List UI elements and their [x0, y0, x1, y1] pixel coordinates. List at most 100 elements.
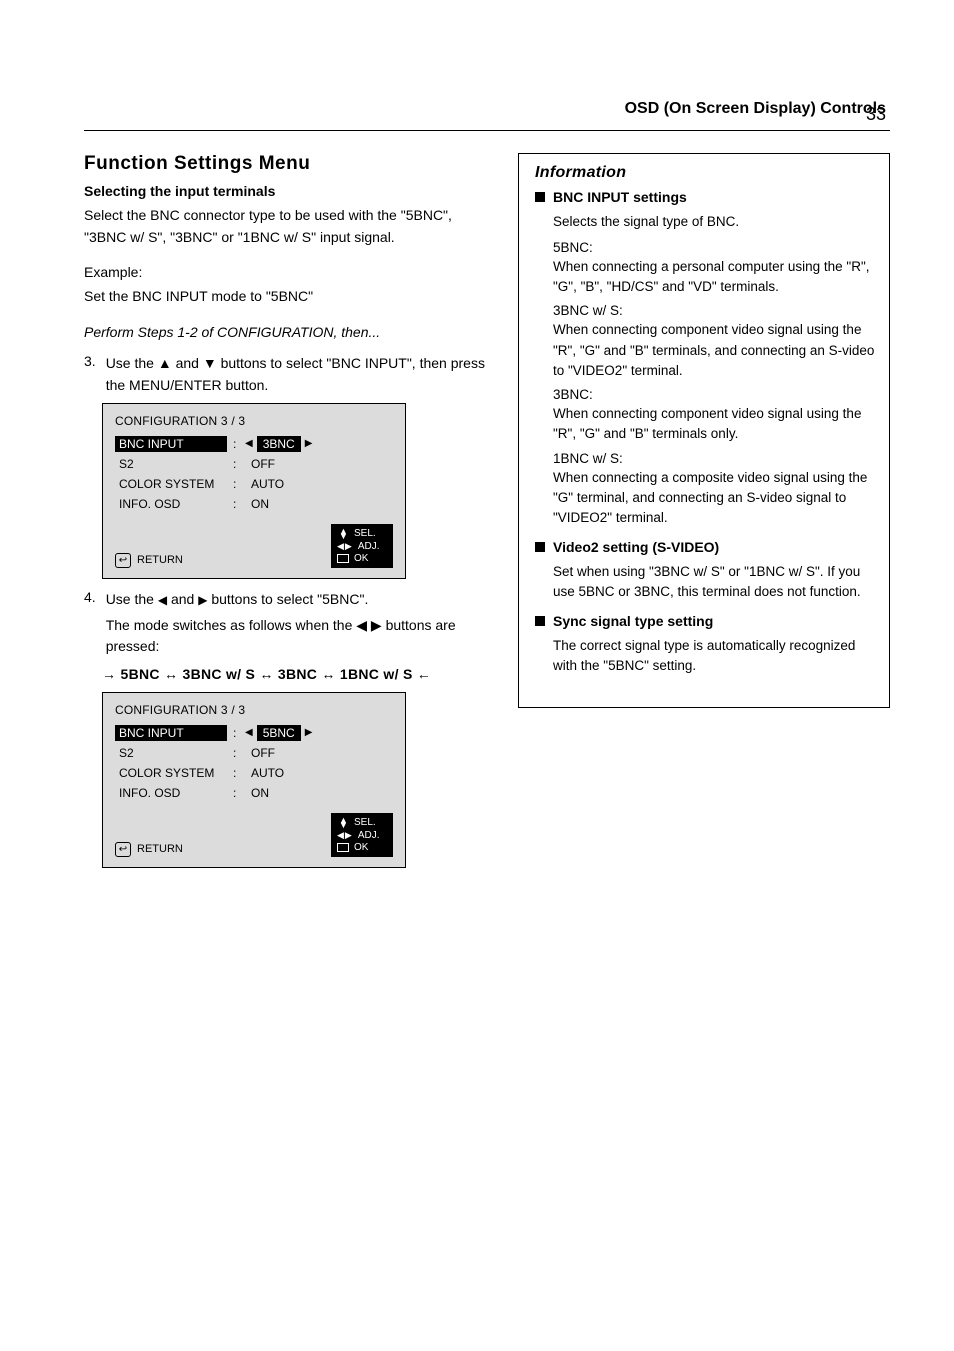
menu-value-color: AUTO	[245, 476, 290, 492]
info-sub-5bnc: 5BNC:	[553, 240, 875, 255]
info-head-1: BNC INPUT settings	[553, 188, 687, 208]
step-number: 3.	[84, 353, 96, 396]
step4-b: and	[167, 591, 198, 607]
info-body-3: The correct signal type is automatically…	[553, 636, 875, 677]
enter-icon	[337, 843, 349, 852]
info-head-2: Video2 setting (S-VIDEO)	[553, 538, 719, 558]
prestep-text: Perform Steps 1-2 of CONFIGURATION, then…	[84, 322, 496, 344]
page: 33 OSD (On Screen Display) Controls Func…	[0, 0, 954, 1351]
example-body: Set the BNC INPUT mode to "5BNC"	[84, 288, 313, 304]
info-subdesc-3bnc: When connecting component video signal u…	[553, 404, 875, 445]
triangle-right-icon: ▶	[305, 728, 313, 738]
info-subdesc-3bncs: When connecting component video signal u…	[553, 320, 875, 381]
info-sub-3bnc: 3BNC:	[553, 387, 875, 402]
menu-value-color: AUTO	[245, 765, 290, 781]
menu-title: CONFIGURATION 3 / 3	[115, 414, 393, 428]
hint-row-ok: OK	[337, 554, 387, 564]
example-label: Example:	[84, 262, 496, 284]
hint-row-adj: ◀▶ ADJ.	[337, 831, 387, 841]
triangle-left-icon: ◀	[245, 728, 253, 738]
menu-footer: ↩ RETURN ▲▼ SEL. ◀▶ ADJ.	[115, 813, 393, 857]
menu-row-s2: S2 : OFF	[115, 743, 393, 763]
info-item-1: BNC INPUT settings	[535, 188, 875, 208]
hint-adj: ADJ.	[358, 542, 380, 552]
menu-label-infoosd: INFO. OSD	[115, 785, 227, 801]
colon: :	[233, 786, 239, 800]
menu-footer: ↩ RETURN ▲▼ SEL. ◀▶ ADJ.	[115, 524, 393, 568]
step-4: 4. Use the ◀ and ▶ buttons to select "5B…	[84, 589, 496, 658]
info-subdesc-1bncs: When connecting a composite video signal…	[553, 468, 875, 529]
return-label: RETURN	[137, 843, 183, 855]
step-body: Use the ▲ and ▼ buttons to select "BNC I…	[106, 353, 496, 396]
page-number: 33	[866, 104, 886, 125]
two-column-layout: Function Settings Menu Selecting the inp…	[84, 153, 890, 874]
hint-sel: SEL.	[354, 818, 376, 828]
hint-ok: OK	[354, 554, 368, 564]
colon: :	[233, 766, 239, 780]
subsection-title: Selecting the input terminals	[84, 183, 496, 199]
info-sub-3bncs: 3BNC w/ S:	[553, 303, 875, 318]
menu-label-color: COLOR SYSTEM	[115, 476, 227, 492]
information-box: Information BNC INPUT settings Selects t…	[518, 153, 890, 708]
updown-icon: ▲▼	[337, 528, 349, 540]
menu-row-bnc: BNC INPUT : ◀ 3BNC ▶	[115, 434, 393, 454]
hint-box: ▲▼ SEL. ◀▶ ADJ. OK	[331, 524, 393, 568]
menu-label-bnc: BNC INPUT	[115, 725, 227, 741]
info-item-3: Sync signal type setting	[535, 612, 875, 632]
hint-adj: ADJ.	[358, 831, 380, 841]
menu-value-s2: OFF	[245, 745, 281, 761]
menu-label-infoosd: INFO. OSD	[115, 496, 227, 512]
enter-icon	[337, 554, 349, 563]
info-subdesc-5bnc: When connecting a personal computer usin…	[553, 257, 875, 298]
colon: :	[233, 746, 239, 760]
step-number: 4.	[84, 589, 96, 658]
menu-value-bnc: 5BNC	[257, 725, 301, 741]
colon: :	[233, 437, 239, 451]
hint-row-sel: ▲▼ SEL.	[337, 528, 387, 540]
square-bullet-icon	[535, 616, 545, 626]
info-sub-1bncs: 1BNC w/ S:	[553, 451, 875, 466]
menu-value-s2: OFF	[245, 456, 281, 472]
leftright-icon: ◀▶	[337, 831, 353, 840]
menu-row-infoosd: INFO. OSD : ON	[115, 494, 393, 514]
info-lead-1: Selects the signal type of BNC.	[553, 212, 875, 232]
hint-ok: OK	[354, 843, 368, 853]
triangle-left-icon: ◀	[158, 593, 167, 607]
menu-row-color: COLOR SYSTEM : AUTO	[115, 763, 393, 783]
example-block: Example: Set the BNC INPUT mode to "5BNC…	[84, 262, 496, 307]
menu-value-bnc: 3BNC	[257, 436, 301, 452]
colon: :	[233, 477, 239, 491]
switch-sequence: → 5BNC ↔ 3BNC w/ S ↔ 3BNC ↔ 1BNC w/ S ←	[102, 664, 496, 686]
leftright-icon: ◀▶	[337, 542, 353, 551]
left-column: Function Settings Menu Selecting the inp…	[84, 153, 496, 874]
info-title: Information	[535, 164, 875, 182]
return-group: ↩ RETURN	[115, 553, 183, 568]
menu-label-color: COLOR SYSTEM	[115, 765, 227, 781]
intro-paragraph: Select the BNC connector type to be used…	[84, 205, 496, 248]
section-title: Function Settings Menu	[84, 153, 496, 175]
chapter-title: OSD (On Screen Display) Controls	[84, 100, 886, 118]
hint-sel: SEL.	[354, 529, 376, 539]
menu-row-s2: S2 : OFF	[115, 454, 393, 474]
hint-box: ▲▼ SEL. ◀▶ ADJ. OK	[331, 813, 393, 857]
menu-value-infoosd: ON	[245, 496, 275, 512]
step4-tail: The mode switches as follows when the ◀ …	[106, 617, 456, 655]
triangle-left-icon: ◀	[245, 439, 253, 449]
hint-row-ok: OK	[337, 843, 387, 853]
return-label: RETURN	[137, 554, 183, 566]
config-menu-1: CONFIGURATION 3 / 3 BNC INPUT : ◀ 3BNC ▶…	[102, 403, 406, 579]
step4-c: buttons to select "5BNC".	[207, 591, 368, 607]
return-icon: ↩	[115, 553, 131, 568]
menu-value-wrap: ◀ 5BNC ▶	[245, 725, 312, 741]
menu-label-s2: S2	[115, 745, 227, 761]
menu-row-bnc: BNC INPUT : ◀ 5BNC ▶	[115, 723, 393, 743]
horizontal-rule	[84, 130, 890, 131]
hint-row-sel: ▲▼ SEL.	[337, 817, 387, 829]
square-bullet-icon	[535, 192, 545, 202]
menu-label-bnc: BNC INPUT	[115, 436, 227, 452]
square-bullet-icon	[535, 542, 545, 552]
info-head-3: Sync signal type setting	[553, 612, 713, 632]
menu-value-infoosd: ON	[245, 785, 275, 801]
colon: :	[233, 726, 239, 740]
menu-value-wrap: ◀ 3BNC ▶	[245, 436, 312, 452]
